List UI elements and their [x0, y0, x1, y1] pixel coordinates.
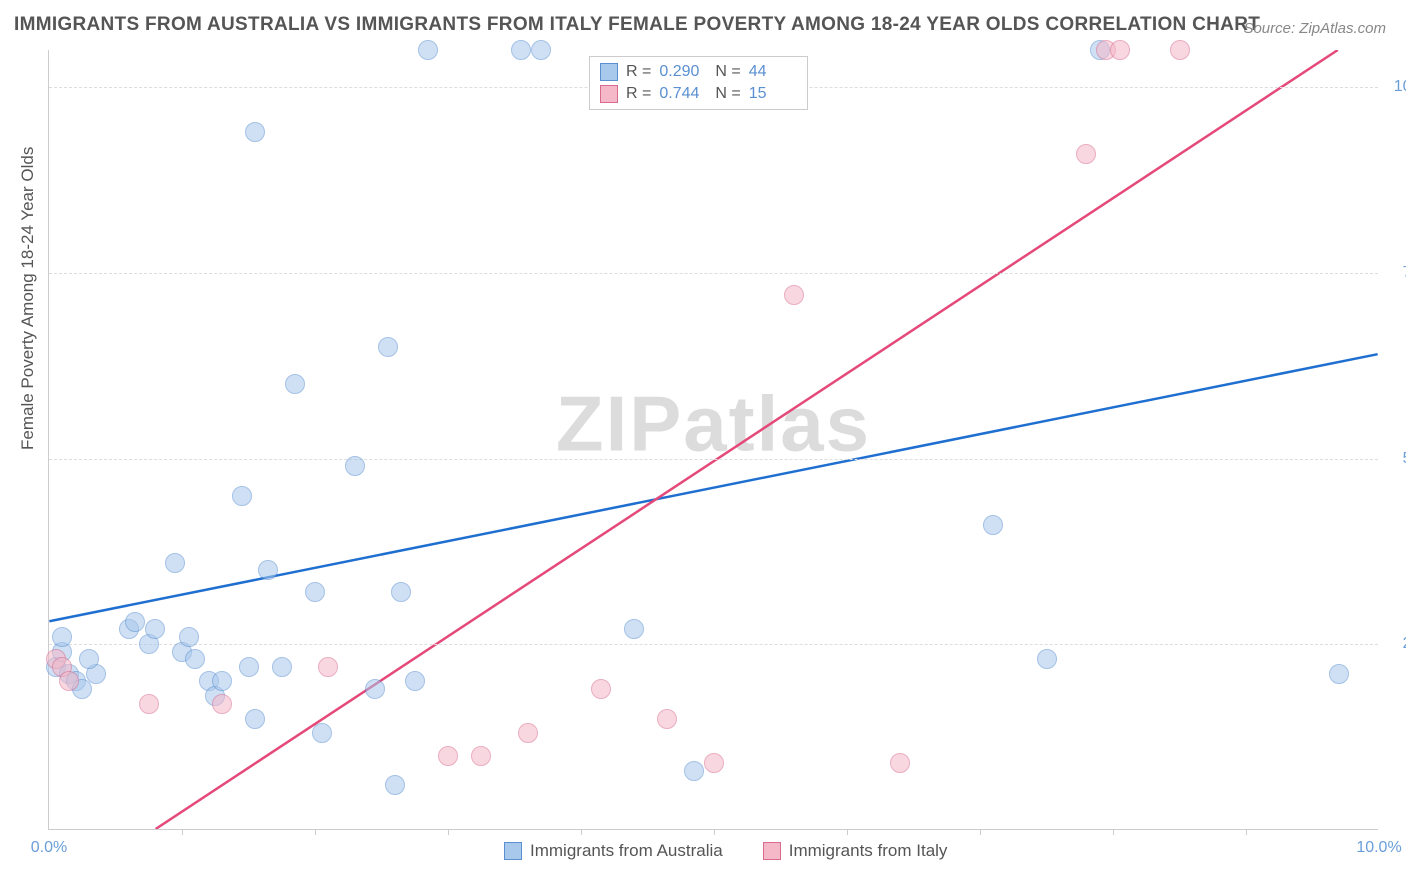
data-point: [1037, 649, 1057, 669]
data-point: [391, 582, 411, 602]
n-label: N =: [715, 85, 740, 103]
legend-stats: R = 0.290 N = 44 R = 0.744 N = 15: [589, 56, 808, 110]
data-point: [312, 723, 332, 743]
data-point: [385, 775, 405, 795]
legend-item: Immigrants from Australia: [504, 841, 723, 861]
data-point: [145, 619, 165, 639]
data-point: [59, 671, 79, 691]
n-value: 44: [749, 63, 797, 81]
data-point: [438, 746, 458, 766]
data-point: [239, 657, 259, 677]
n-label: N =: [715, 63, 740, 81]
data-point: [890, 753, 910, 773]
legend-series: Immigrants from Australia Immigrants from…: [504, 841, 947, 861]
x-tick-minor: [847, 829, 848, 835]
y-axis-label: Female Poverty Among 18-24 Year Olds: [18, 147, 38, 450]
data-point: [511, 40, 531, 60]
data-point: [624, 619, 644, 639]
legend-swatch: [600, 63, 618, 81]
data-point: [704, 753, 724, 773]
data-point: [212, 671, 232, 691]
x-tick-minor: [1113, 829, 1114, 835]
legend-stats-row: R = 0.290 N = 44: [600, 61, 797, 83]
r-value: 0.744: [659, 85, 707, 103]
grid-line: [49, 459, 1378, 460]
data-point: [139, 694, 159, 714]
legend-swatch: [763, 842, 781, 860]
r-label: R =: [626, 63, 651, 81]
x-tick-label: 0.0%: [31, 839, 67, 857]
data-point: [258, 560, 278, 580]
data-point: [285, 374, 305, 394]
data-point: [657, 709, 677, 729]
watermark: ZIPatlas: [556, 378, 871, 469]
chart-title: IMMIGRANTS FROM AUSTRALIA VS IMMIGRANTS …: [14, 14, 1260, 36]
data-point: [232, 486, 252, 506]
x-tick-label: 10.0%: [1356, 839, 1401, 857]
y-tick-label: 50.0%: [1388, 450, 1406, 468]
data-point: [245, 709, 265, 729]
data-point: [179, 627, 199, 647]
x-tick-minor: [315, 829, 316, 835]
legend-stats-row: R = 0.744 N = 15: [600, 83, 797, 105]
x-tick-minor: [448, 829, 449, 835]
legend-swatch: [504, 842, 522, 860]
data-point: [684, 761, 704, 781]
legend-swatch: [600, 85, 618, 103]
data-point: [471, 746, 491, 766]
data-point: [531, 40, 551, 60]
y-tick-label: 75.0%: [1388, 264, 1406, 282]
n-value: 15: [749, 85, 797, 103]
data-point: [125, 612, 145, 632]
data-point: [1110, 40, 1130, 60]
legend-label: Immigrants from Italy: [789, 841, 948, 861]
data-point: [418, 40, 438, 60]
x-tick-minor: [980, 829, 981, 835]
plot-area: ZIPatlas 25.0%50.0%75.0%100.0%0.0%10.0%R…: [48, 50, 1378, 830]
trend-line: [156, 50, 1338, 829]
grid-line: [49, 644, 1378, 645]
source-label: Source: ZipAtlas.com: [1243, 20, 1386, 37]
data-point: [591, 679, 611, 699]
grid-line: [49, 273, 1378, 274]
data-point: [318, 657, 338, 677]
legend-label: Immigrants from Australia: [530, 841, 723, 861]
data-point: [405, 671, 425, 691]
data-point: [245, 122, 265, 142]
data-point: [305, 582, 325, 602]
y-tick-label: 100.0%: [1388, 78, 1406, 96]
data-point: [378, 337, 398, 357]
data-point: [79, 649, 99, 669]
r-value: 0.290: [659, 63, 707, 81]
data-point: [185, 649, 205, 669]
data-point: [518, 723, 538, 743]
r-label: R =: [626, 85, 651, 103]
data-point: [165, 553, 185, 573]
data-point: [272, 657, 292, 677]
data-point: [365, 679, 385, 699]
x-tick-minor: [1246, 829, 1247, 835]
data-point: [983, 515, 1003, 535]
data-point: [1329, 664, 1349, 684]
x-tick-minor: [581, 829, 582, 835]
data-point: [1076, 144, 1096, 164]
data-point: [52, 627, 72, 647]
data-point: [345, 456, 365, 476]
y-tick-label: 25.0%: [1388, 635, 1406, 653]
data-point: [784, 285, 804, 305]
data-point: [212, 694, 232, 714]
x-tick-minor: [714, 829, 715, 835]
data-point: [1170, 40, 1190, 60]
legend-item: Immigrants from Italy: [763, 841, 948, 861]
x-tick-minor: [182, 829, 183, 835]
